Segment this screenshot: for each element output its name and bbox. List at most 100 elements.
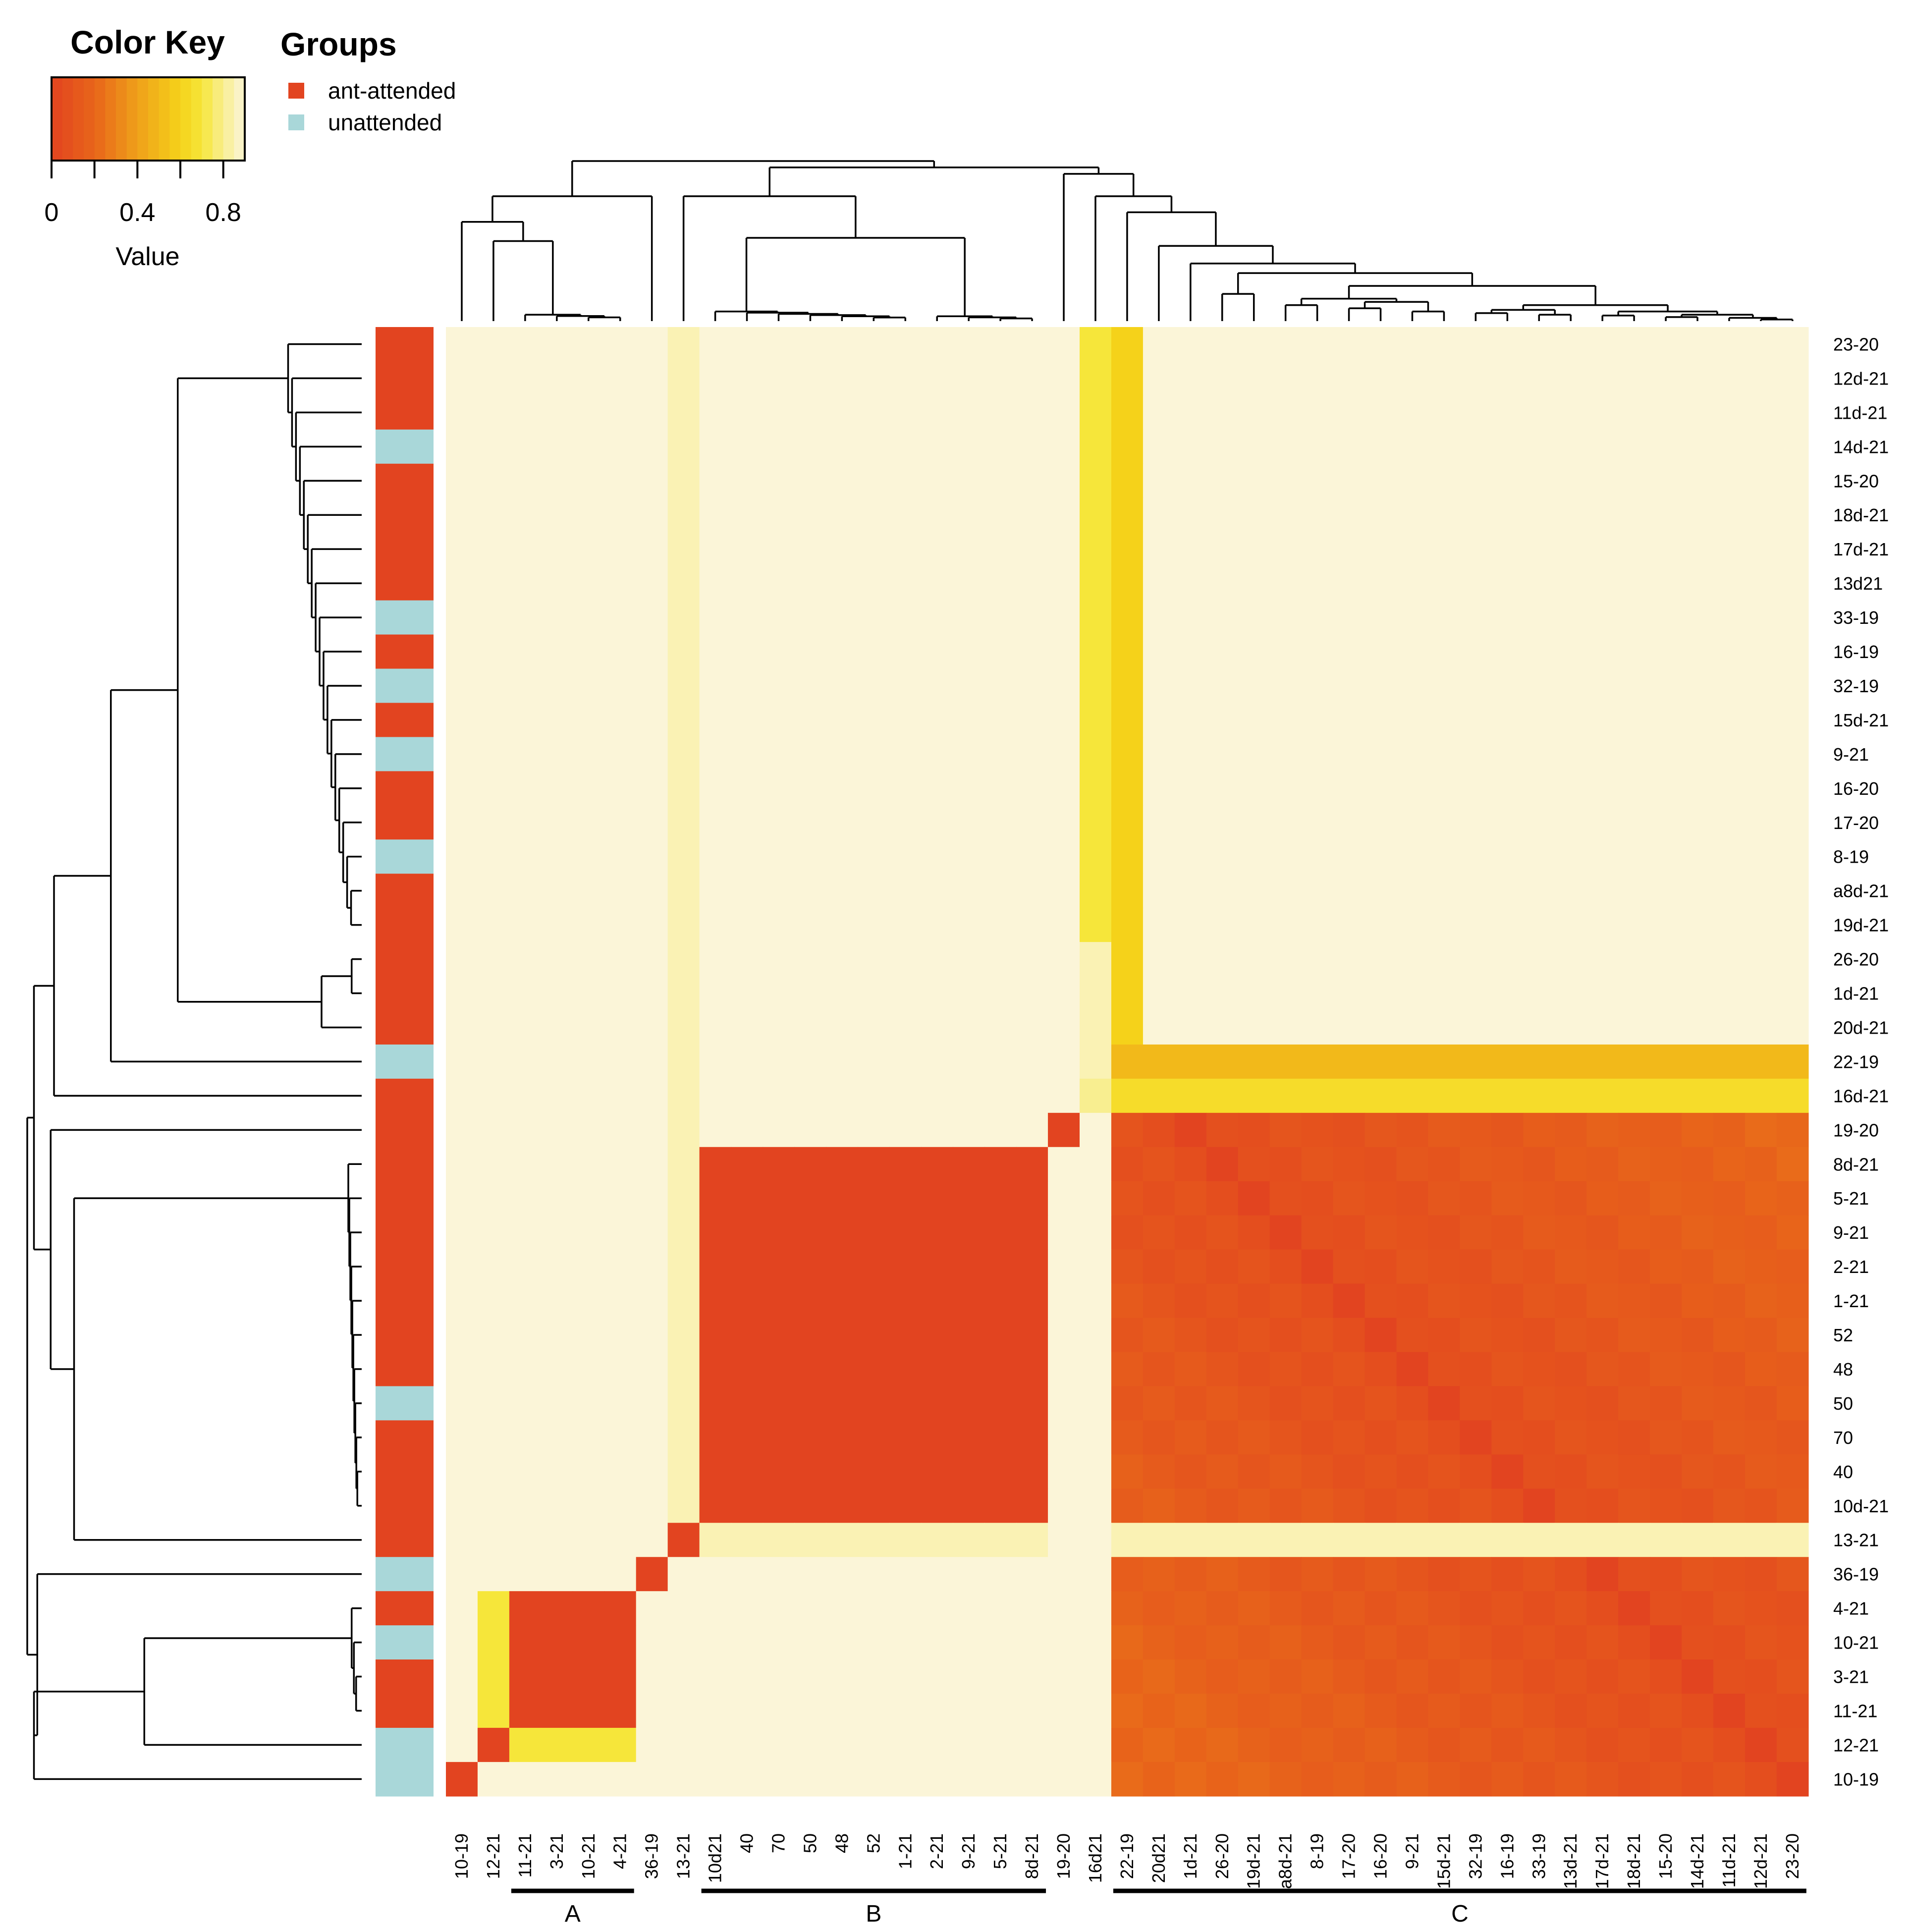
column-label: 52 — [863, 1833, 883, 1853]
heatmap-cell — [604, 1727, 637, 1763]
heatmap-cell — [858, 1454, 890, 1489]
heatmap-cell — [667, 532, 700, 567]
heatmap-cell — [1301, 1625, 1334, 1660]
heatmap-cell — [794, 1523, 827, 1557]
heatmap-cell — [1048, 429, 1080, 464]
heatmap-cell — [1143, 703, 1175, 738]
heatmap-cell — [889, 1591, 922, 1626]
heatmap-cell — [1143, 1489, 1175, 1523]
heatmap-cell — [1491, 1625, 1524, 1660]
heatmap-cell — [1428, 463, 1461, 498]
row-group-marker — [376, 942, 434, 977]
color-key-tick-label: 0 — [45, 198, 59, 227]
heatmap-cell — [1048, 1762, 1080, 1797]
heatmap-cell — [1333, 668, 1365, 704]
heatmap-cell — [1618, 634, 1650, 669]
heatmap-cell — [541, 942, 573, 977]
column-label: 50 — [800, 1833, 820, 1853]
heatmap-cell — [1364, 703, 1397, 738]
heatmap-cell — [921, 395, 953, 430]
row-label: 15-20 — [1833, 471, 1879, 491]
heatmap-cell — [1713, 497, 1746, 533]
heatmap-cell — [1269, 1523, 1302, 1557]
heatmap-cell — [889, 634, 922, 669]
heatmap-cell — [1586, 1489, 1619, 1523]
heatmap-cell — [731, 1420, 764, 1455]
heatmap-cell — [636, 1523, 668, 1557]
heatmap-cell — [984, 805, 1017, 840]
heatmap-cell — [1713, 463, 1746, 498]
heatmap-cell — [1491, 1044, 1524, 1079]
heatmap-cell — [1682, 1181, 1714, 1216]
heatmap-cell — [826, 942, 859, 977]
heatmap-cell — [572, 908, 605, 942]
heatmap-cell — [667, 327, 700, 362]
heatmap-cell — [1460, 1727, 1492, 1763]
heatmap-cell — [1745, 1215, 1777, 1250]
heatmap-cell — [509, 566, 542, 601]
heatmap-cell — [1238, 1420, 1270, 1455]
row-label: 32-19 — [1833, 676, 1879, 696]
heatmap-cell — [826, 634, 859, 669]
heatmap-cell — [763, 1147, 795, 1182]
heatmap-cell — [446, 327, 478, 362]
heatmap-cell — [889, 874, 922, 908]
heatmap-cell — [858, 805, 890, 840]
heatmap-cell — [1650, 1727, 1682, 1763]
heatmap-cell — [763, 1489, 795, 1523]
heatmap-cell — [921, 1454, 953, 1489]
heatmap-cell — [1555, 600, 1587, 635]
heatmap-cell — [1016, 1010, 1048, 1045]
heatmap-cell — [509, 976, 542, 1011]
heatmap-cell — [541, 771, 573, 806]
heatmap-cell — [1713, 1420, 1746, 1455]
heatmap-cell — [1523, 463, 1555, 498]
heatmap-cell — [1618, 976, 1650, 1011]
heatmap-cell — [1682, 1215, 1714, 1250]
heatmap-cell — [477, 327, 510, 362]
heatmap-cell — [1428, 976, 1461, 1011]
heatmap-cell — [731, 532, 764, 567]
heatmap-cell — [1111, 1762, 1144, 1797]
color-key-band — [126, 77, 138, 161]
heatmap-cell — [763, 1010, 795, 1045]
heatmap-cell — [1523, 1386, 1555, 1421]
heatmap-cell — [1491, 874, 1524, 908]
heatmap-cell — [1713, 1523, 1746, 1557]
heatmap-cell — [794, 1489, 827, 1523]
heatmap-cell — [604, 361, 637, 396]
heatmap-cell — [889, 1318, 922, 1353]
heatmap-cell — [1174, 1489, 1207, 1523]
heatmap-cell — [1460, 1523, 1492, 1557]
heatmap-cell — [699, 737, 732, 772]
heatmap-cell — [1174, 327, 1207, 362]
heatmap-cell — [541, 600, 573, 635]
heatmap-cell — [699, 1420, 732, 1455]
column-dendrogram — [461, 160, 1794, 321]
heatmap-cell — [1080, 1181, 1112, 1216]
heatmap-cell — [1174, 1454, 1207, 1489]
heatmap-cell — [1143, 1523, 1175, 1557]
heatmap-cell — [1206, 908, 1239, 942]
heatmap-cell — [1428, 1386, 1461, 1421]
heatmap-cell — [1586, 1215, 1619, 1250]
heatmap-cell — [446, 1420, 478, 1455]
heatmap-cell — [794, 668, 827, 704]
heatmap-cell — [858, 1147, 890, 1182]
heatmap-cell — [1364, 805, 1397, 840]
heatmap-cell — [984, 1112, 1017, 1148]
heatmap-cell — [794, 1318, 827, 1353]
heatmap-cell — [1586, 1727, 1619, 1763]
heatmap-cell — [1586, 1147, 1619, 1182]
heatmap-cell — [921, 668, 953, 704]
heatmap-cell — [1206, 1147, 1239, 1182]
heatmap-cell — [1745, 1352, 1777, 1387]
heatmap-cell — [1269, 805, 1302, 840]
heatmap-cell — [953, 1044, 985, 1079]
heatmap-cell — [1396, 566, 1429, 601]
heatmap-cell — [699, 1523, 732, 1557]
heatmap-cell — [1428, 1659, 1461, 1694]
heatmap-cell — [541, 1283, 573, 1319]
heatmap-cell — [1428, 1147, 1461, 1182]
